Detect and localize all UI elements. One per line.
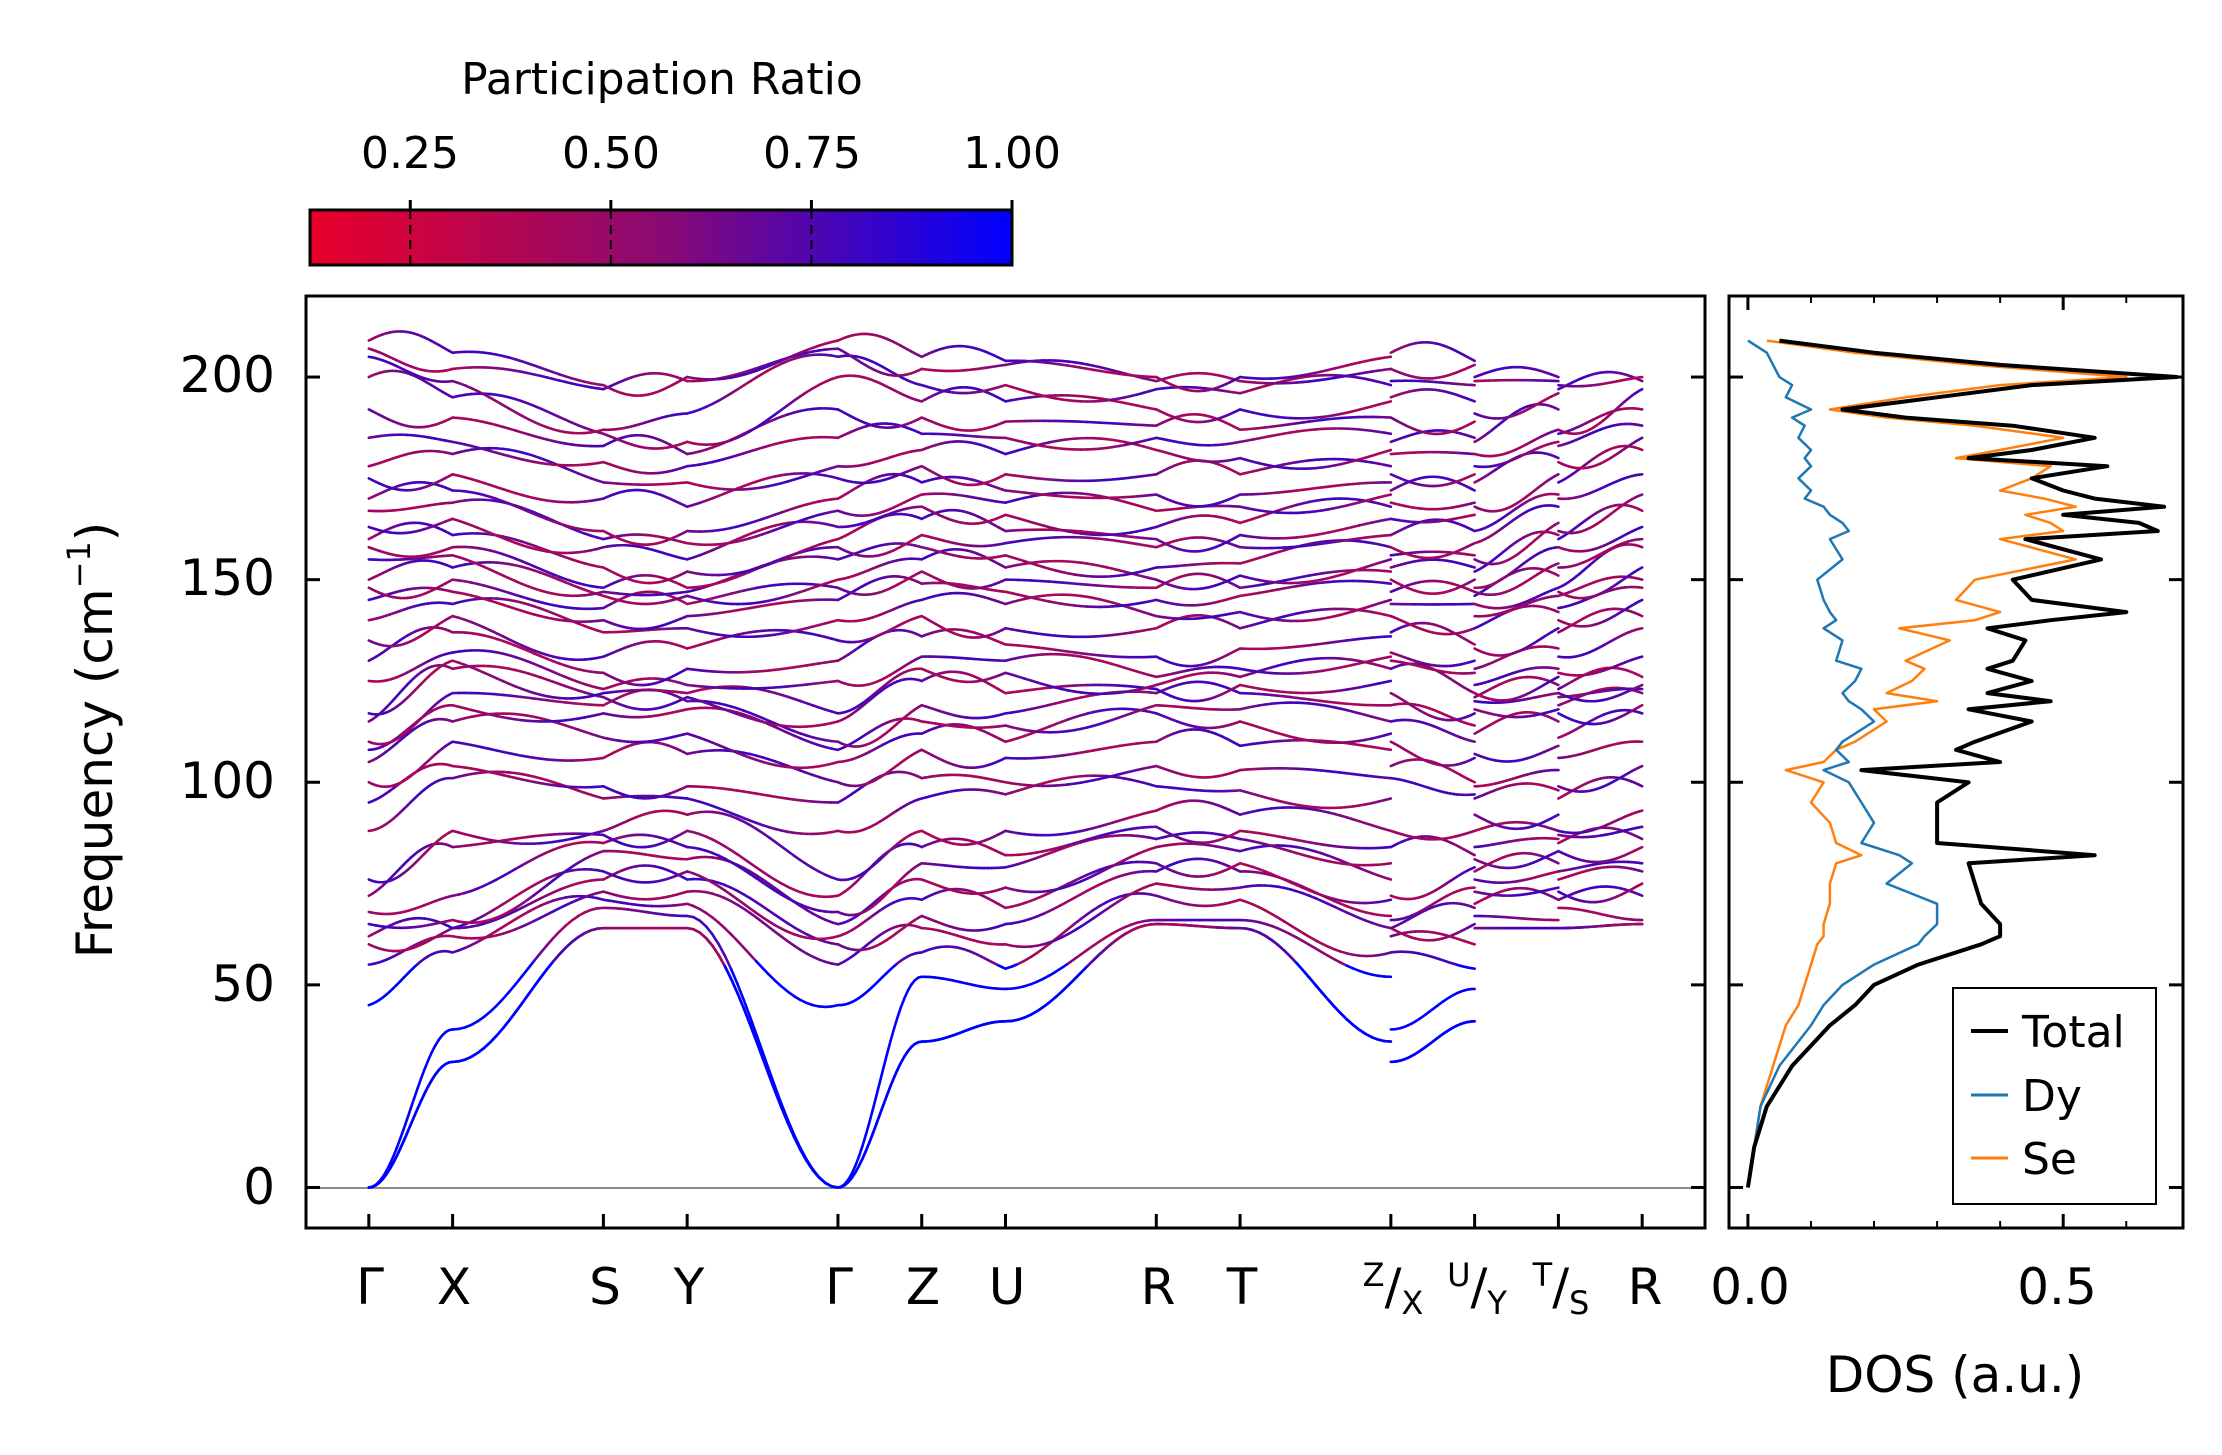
band-line bbox=[419, 1091, 426, 1102]
band-line bbox=[412, 1086, 419, 1100]
band-line bbox=[391, 1146, 399, 1158]
band-line bbox=[482, 1040, 492, 1050]
band-line bbox=[754, 960, 764, 970]
band-line bbox=[409, 1096, 416, 1110]
band-line bbox=[545, 936, 555, 947]
band-line bbox=[723, 926, 733, 936]
band-line bbox=[416, 1099, 423, 1110]
band-line bbox=[539, 968, 549, 979]
band-line bbox=[488, 1004, 498, 1013]
band-line bbox=[871, 1122, 878, 1135]
band-line bbox=[871, 1094, 878, 1111]
band-line bbox=[564, 940, 574, 950]
band-line bbox=[514, 975, 524, 986]
colorbar: Participation Ratio 0.25 0.50 0.75 1.00 bbox=[308, 54, 1061, 267]
band-line bbox=[857, 1144, 864, 1158]
band-line bbox=[717, 942, 727, 958]
band-line bbox=[388, 1155, 395, 1166]
band-line bbox=[539, 884, 549, 892]
band-line bbox=[507, 983, 517, 994]
band-line bbox=[412, 1107, 419, 1118]
band-line bbox=[864, 1121, 871, 1137]
band-line bbox=[895, 1006, 903, 1020]
band-line bbox=[526, 959, 536, 970]
band-line bbox=[520, 967, 530, 978]
band-line bbox=[742, 946, 752, 956]
band-line bbox=[482, 1010, 492, 1019]
band-line bbox=[402, 1117, 409, 1131]
band-line bbox=[495, 1027, 505, 1038]
band-line bbox=[501, 990, 511, 1001]
band-line bbox=[767, 973, 777, 982]
band-line bbox=[885, 1085, 892, 1097]
band-line bbox=[551, 930, 561, 940]
band-line bbox=[395, 1137, 402, 1150]
band-line bbox=[875, 1113, 882, 1126]
band-line bbox=[416, 1076, 423, 1090]
colorbar-tick-label: 0.75 bbox=[763, 128, 861, 179]
band-line bbox=[761, 966, 771, 976]
band-line bbox=[564, 919, 574, 927]
band-line bbox=[514, 1002, 524, 1014]
band-line bbox=[532, 888, 542, 897]
band-line bbox=[476, 1046, 486, 1055]
band-line bbox=[889, 1076, 896, 1088]
band-line bbox=[545, 879, 555, 887]
band-line bbox=[423, 1059, 430, 1071]
band-line bbox=[861, 1133, 868, 1148]
band-line bbox=[878, 1067, 885, 1084]
colorbar-tick-label: 0.25 bbox=[361, 128, 459, 179]
band-line bbox=[419, 1067, 426, 1080]
band-line bbox=[520, 993, 530, 1006]
band-line bbox=[704, 936, 714, 947]
band-line bbox=[532, 976, 542, 988]
band-line bbox=[875, 1080, 882, 1098]
band-line bbox=[878, 1103, 885, 1116]
band-line bbox=[405, 1107, 413, 1121]
band-line bbox=[710, 932, 720, 946]
colorbar-title: Participation Ratio bbox=[461, 54, 863, 105]
band-line bbox=[704, 925, 714, 936]
band-line bbox=[892, 1016, 899, 1031]
band-line bbox=[729, 933, 739, 943]
band-line bbox=[551, 874, 561, 882]
band-line bbox=[507, 1011, 517, 1022]
band-line bbox=[532, 951, 542, 963]
band-line bbox=[864, 1141, 871, 1153]
band-line bbox=[736, 939, 746, 949]
band-line bbox=[395, 1147, 402, 1158]
band-line bbox=[545, 960, 555, 971]
band-line bbox=[426, 1051, 433, 1062]
band-line bbox=[889, 1028, 896, 1044]
band-line bbox=[526, 984, 536, 997]
band-line bbox=[558, 924, 567, 933]
band-line bbox=[405, 1123, 413, 1135]
band-line bbox=[488, 1034, 498, 1044]
band-line bbox=[882, 1094, 889, 1107]
band-line bbox=[882, 1053, 889, 1070]
band-line bbox=[570, 935, 580, 944]
band-line bbox=[868, 1108, 875, 1124]
colorbar-tick-label: 0.50 bbox=[562, 128, 660, 179]
band-line bbox=[710, 944, 720, 957]
phonon-bands bbox=[367, 330, 1644, 1189]
band-line bbox=[885, 1040, 892, 1057]
band-line bbox=[539, 944, 549, 955]
band-line bbox=[402, 1131, 409, 1143]
band-line bbox=[899, 997, 906, 1009]
band-line bbox=[398, 1127, 406, 1140]
colorbar-gradient bbox=[308, 208, 1014, 267]
band-line bbox=[409, 1115, 416, 1126]
band-line bbox=[868, 1132, 875, 1144]
band-line bbox=[551, 952, 561, 963]
band-line bbox=[495, 997, 505, 1007]
band-line bbox=[558, 946, 567, 956]
band-line bbox=[501, 1019, 511, 1030]
band-line bbox=[398, 1139, 406, 1151]
band-structure-panel: 0 50 100 150 200 Frequency (cm−1) Γ X S … bbox=[60, 294, 1707, 1322]
band-line bbox=[748, 953, 758, 963]
colorbar-tick-label: 1.00 bbox=[963, 128, 1061, 179]
